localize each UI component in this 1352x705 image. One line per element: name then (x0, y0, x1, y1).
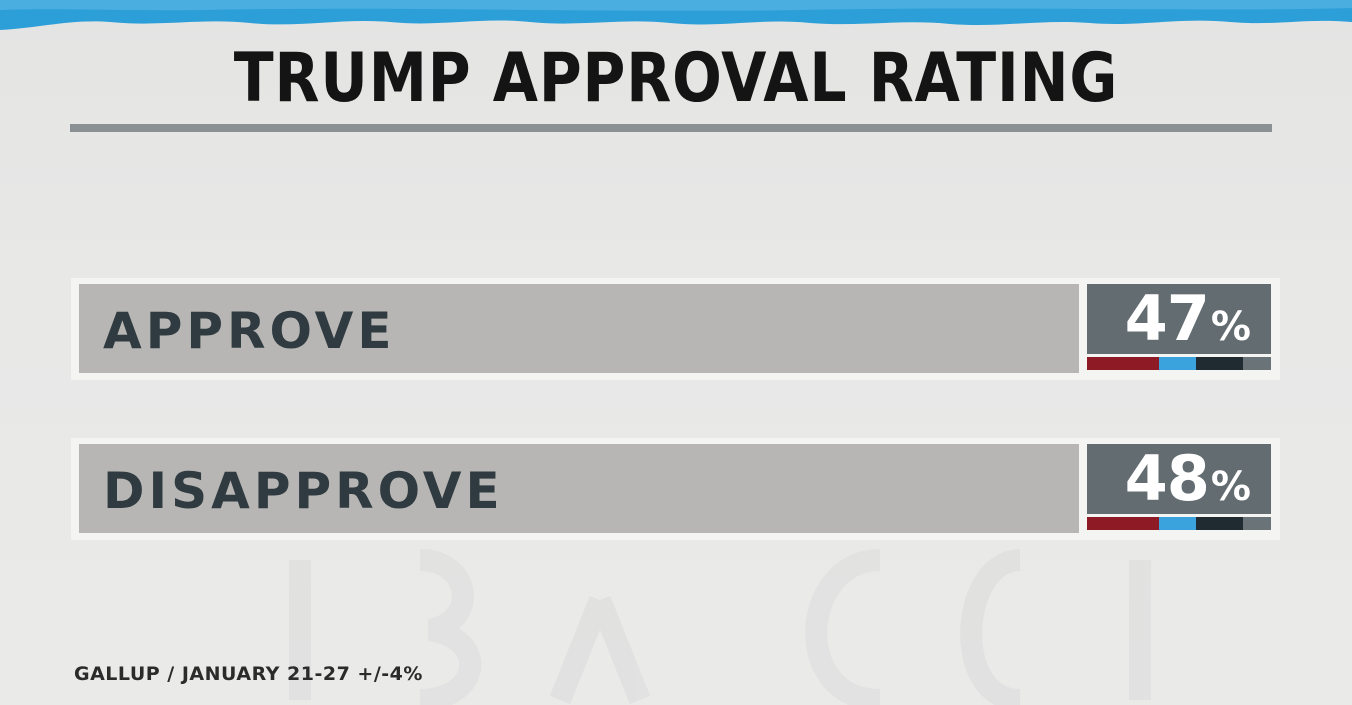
value-number: 47 (1124, 282, 1210, 355)
value-unit: % (1210, 304, 1251, 350)
row-label: DISAPPROVE (103, 462, 504, 520)
party-stripes (1087, 517, 1271, 530)
value-box: 48% (1087, 444, 1271, 514)
title-divider (70, 124, 1272, 132)
value-label: 47% (1125, 284, 1251, 370)
rating-row-disapprove: DISAPPROVE 48% (71, 438, 1280, 540)
value-unit: % (1210, 464, 1251, 510)
top-color-band (0, 0, 1352, 30)
value-box: 47% (1087, 284, 1271, 354)
value-label: 48% (1125, 444, 1251, 530)
stripe-blue (1159, 357, 1196, 370)
chart-title: TRUMP APPROVAL RATING (233, 39, 1119, 118)
row-label: APPROVE (103, 302, 396, 360)
row-label-bar: DISAPPROVE (79, 444, 1079, 533)
party-stripes (1087, 357, 1271, 370)
stripe-red (1087, 357, 1159, 370)
source-line: GALLUP / JANUARY 21-27 +/-4% (74, 663, 423, 685)
top-band-highlight (0, 0, 1352, 11)
stripe-dark (1196, 517, 1243, 530)
stripe-gray (1243, 517, 1271, 530)
row-label-bar: APPROVE (79, 284, 1079, 373)
stripe-red (1087, 517, 1159, 530)
rating-row-approve: APPROVE 47% (71, 278, 1280, 380)
value-number: 48 (1124, 442, 1210, 515)
stripe-blue (1159, 517, 1196, 530)
stripe-gray (1243, 357, 1271, 370)
stripe-dark (1196, 357, 1243, 370)
